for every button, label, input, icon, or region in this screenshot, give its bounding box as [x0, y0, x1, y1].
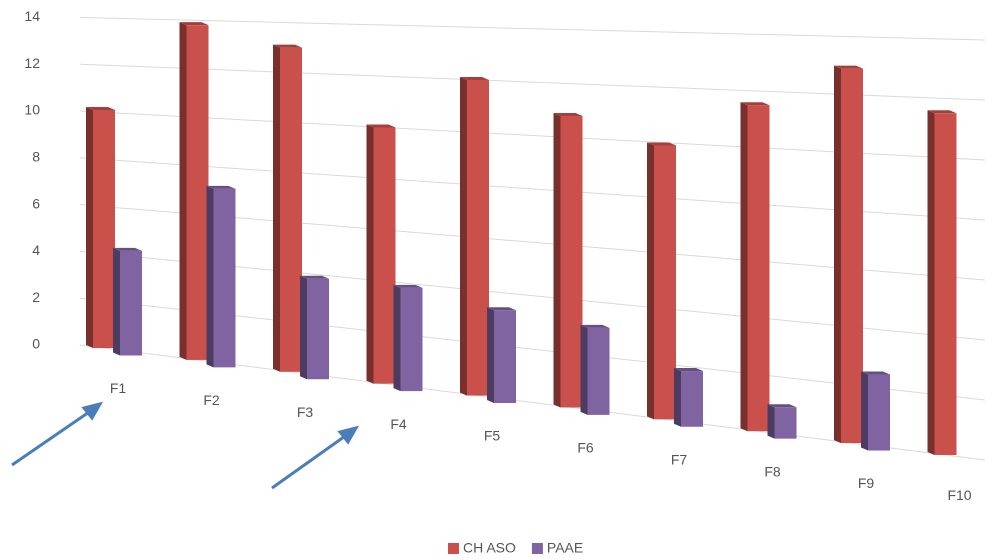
bar	[587, 327, 610, 415]
bar-top	[580, 324, 610, 328]
bar-side	[179, 22, 187, 360]
legend-label: PAAE	[547, 540, 583, 556]
bar-side	[273, 44, 280, 372]
y-tick-label: 4	[32, 242, 40, 258]
bar	[494, 310, 516, 404]
bar-top	[460, 76, 489, 80]
y-tick-label: 2	[32, 289, 40, 305]
bar	[681, 371, 703, 427]
y-tick-label: 10	[24, 102, 40, 118]
x-tick-label: F10	[947, 487, 971, 503]
grid-line	[79, 16, 986, 41]
legend-swatch	[531, 543, 543, 554]
bar-top	[767, 404, 797, 408]
x-tick-label: F3	[297, 404, 314, 420]
bar	[186, 25, 209, 360]
y-tick-label: 14	[24, 8, 40, 24]
arrow-head	[337, 425, 360, 445]
bar-top	[113, 247, 142, 251]
bar-top	[393, 284, 423, 288]
legend-swatch	[448, 543, 459, 554]
bar	[934, 113, 957, 455]
bar	[841, 68, 863, 444]
y-tick-label: 12	[24, 55, 40, 71]
x-tick-label: F8	[764, 463, 781, 479]
x-tick-label: F9	[858, 475, 875, 491]
bar-side	[206, 185, 214, 368]
bar-top	[273, 44, 302, 48]
bar-top	[674, 368, 703, 372]
bar	[307, 278, 329, 380]
x-tick-label: F5	[484, 428, 501, 444]
bar-side	[113, 247, 120, 356]
arrow-head	[81, 401, 104, 421]
bar	[373, 127, 396, 384]
x-tick-label: F1	[110, 380, 127, 396]
y-tick-label: 0	[32, 336, 40, 352]
arrow	[11, 408, 93, 467]
bar	[868, 374, 890, 451]
bar-top	[300, 275, 329, 279]
bar	[120, 250, 142, 356]
bar-side	[553, 113, 561, 408]
bar	[747, 105, 770, 432]
legend-label: CH ASO	[463, 540, 516, 556]
bar-side	[647, 142, 654, 420]
bar	[213, 188, 236, 368]
bar-top	[861, 371, 890, 375]
bar-side	[740, 102, 748, 432]
bar-top	[834, 65, 863, 69]
bar-top	[647, 142, 676, 146]
bar-side	[674, 368, 681, 427]
bar-top	[927, 110, 957, 114]
bar-side	[393, 284, 401, 392]
arrows	[11, 401, 360, 490]
bar-side	[300, 275, 307, 380]
bar-side	[834, 65, 841, 444]
x-tick-label: F7	[671, 451, 688, 467]
bar-side	[767, 404, 775, 439]
bar-top	[86, 106, 115, 110]
x-tick-label: F6	[577, 440, 594, 456]
bar-side	[460, 76, 467, 396]
bar-top	[366, 124, 396, 128]
bar-top	[206, 185, 236, 189]
x-tick-label: F4	[390, 416, 407, 432]
bar	[774, 407, 797, 439]
bar	[280, 47, 302, 372]
x-tick-label: F2	[203, 392, 220, 408]
y-tick-label: 6	[32, 195, 40, 211]
bar-side	[927, 110, 935, 455]
bar-side	[580, 324, 588, 415]
bar-side	[86, 106, 93, 349]
bar	[654, 145, 676, 420]
bar	[467, 79, 489, 396]
bar-top	[179, 22, 209, 26]
bar	[560, 116, 583, 408]
bar-top	[487, 307, 516, 311]
bar-side	[861, 371, 868, 451]
arrow	[271, 432, 349, 490]
bar-side	[366, 124, 374, 384]
bar	[93, 109, 115, 349]
bar-top	[740, 102, 770, 106]
bar-side	[487, 307, 494, 404]
bar	[400, 287, 423, 392]
y-tick-label: 8	[32, 149, 40, 165]
bar-top	[553, 113, 583, 117]
